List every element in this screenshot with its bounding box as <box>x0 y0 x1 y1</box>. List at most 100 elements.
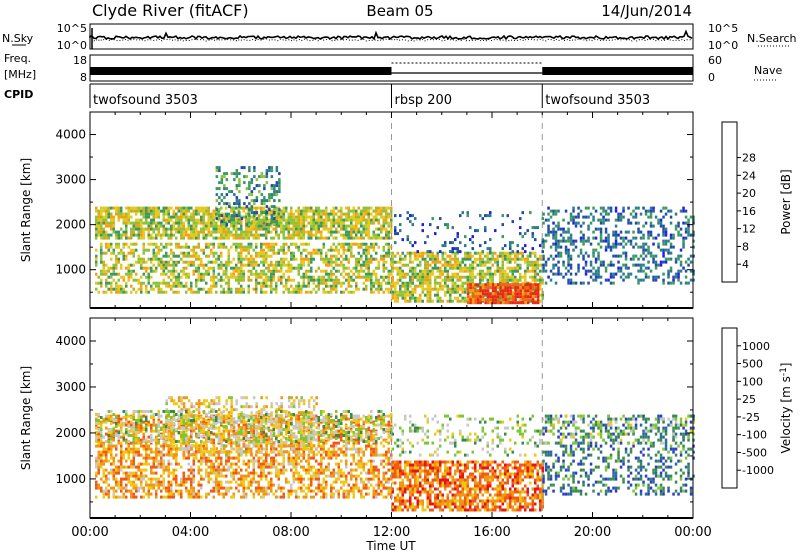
scatter-cell <box>225 444 228 448</box>
scatter-cell <box>559 239 563 243</box>
scatter-cell <box>160 444 163 448</box>
scatter-cell <box>207 290 210 294</box>
scatter-cell <box>524 289 527 293</box>
scatter-cell <box>242 236 245 240</box>
scatter-cell <box>446 275 449 279</box>
scatter-cell <box>245 254 248 258</box>
scatter-cell <box>297 221 300 225</box>
scatter-cell <box>172 444 175 448</box>
scatter-cell <box>519 292 522 296</box>
scatter-cell <box>242 287 245 291</box>
scatter-cell <box>357 206 360 210</box>
scatter-cell <box>559 272 563 276</box>
scatter-cell <box>177 224 180 228</box>
scatter-cell <box>175 474 178 478</box>
freq-tick-bottom: 8 <box>80 71 87 84</box>
scatter-cell <box>554 248 558 252</box>
scatter-cell <box>377 281 380 285</box>
scatter-cell <box>692 272 695 276</box>
scatter-cell <box>459 260 462 264</box>
scatter-cell <box>105 215 108 219</box>
scatter-cell <box>275 212 278 216</box>
scatter-cell <box>100 489 103 493</box>
scatter-cell <box>292 254 295 258</box>
scatter-cell <box>302 230 305 234</box>
scatter-cell <box>120 212 123 216</box>
scatter-cell <box>404 263 407 267</box>
velocity-scatter <box>95 396 695 512</box>
scatter-cell <box>145 269 148 273</box>
scatter-cell <box>594 269 598 273</box>
scatter-cell <box>290 215 293 219</box>
nave-label: Nave <box>754 64 782 77</box>
scatter-cell <box>235 266 238 270</box>
scatter-cell <box>297 281 300 285</box>
scatter-cell <box>155 206 158 210</box>
scatter-cell <box>190 290 193 294</box>
scatter-cell <box>404 299 407 303</box>
scatter-cell <box>390 206 393 210</box>
scatter-cell <box>207 245 210 249</box>
scatter-cell <box>255 284 258 288</box>
scatter-cell <box>459 263 462 267</box>
scatter-cell <box>172 269 175 273</box>
scatter-cell <box>145 266 148 270</box>
scatter-cell <box>290 266 293 270</box>
scatter-cell <box>454 287 457 291</box>
scatter-cell <box>237 278 240 282</box>
scatter-cell <box>579 281 583 285</box>
scatter-cell <box>272 248 275 252</box>
scatter-cell <box>152 462 155 466</box>
scatter-cell <box>165 245 168 249</box>
scatter-cell <box>360 266 363 270</box>
scatter-cell <box>115 444 118 448</box>
scatter-cell <box>454 290 457 294</box>
scatter-cell <box>322 278 325 282</box>
scatter-cell <box>252 233 255 237</box>
scatter-cell <box>672 236 675 240</box>
scatter-cell <box>399 266 402 270</box>
scatter-cell <box>342 275 345 279</box>
scatter-cell <box>401 263 404 267</box>
scatter-cell <box>609 281 613 285</box>
scatter-cell <box>414 269 417 273</box>
scatter-cell <box>552 212 555 216</box>
scatter-cell <box>305 248 308 252</box>
scatter-cell <box>419 299 422 303</box>
scatter-cell <box>102 260 105 264</box>
scatter-cell <box>347 230 350 234</box>
scatter-cell <box>117 284 120 288</box>
scatter-cell <box>157 486 160 490</box>
scatter-cell <box>152 269 155 273</box>
scatter-cell <box>182 456 185 460</box>
scatter-cell <box>514 301 517 305</box>
scatter-cell <box>167 206 170 210</box>
scatter-cell <box>446 260 449 264</box>
scatter-cell <box>609 248 613 252</box>
scatter-cell <box>411 290 414 294</box>
scatter-cell <box>589 212 593 216</box>
scatter-cell <box>347 218 350 222</box>
scatter-cell <box>541 250 544 254</box>
scatter-cell <box>167 209 170 213</box>
scatter-cell <box>390 251 393 255</box>
scatter-cell <box>195 290 198 294</box>
scatter-cell <box>644 242 648 246</box>
scatter-cell <box>689 233 693 237</box>
scatter-cell <box>142 477 145 481</box>
scatter-cell <box>481 283 485 287</box>
scatter-cell <box>469 254 472 258</box>
scatter-cell <box>282 290 285 294</box>
scatter-cell <box>268 166 271 170</box>
freq-panel: Freq. [MHz] 18 8 60 0 Nave <box>4 52 782 84</box>
scatter-cell <box>604 269 608 273</box>
scatter-cell <box>642 257 645 261</box>
scatter-cell <box>270 248 273 252</box>
scatter-cell <box>102 206 105 210</box>
scatter-cell <box>270 209 273 213</box>
scatter-cell <box>466 214 469 218</box>
scatter-cell <box>242 275 245 279</box>
scatter-cell <box>257 281 260 285</box>
scatter-cell <box>332 278 335 282</box>
scatter-cell <box>253 214 256 218</box>
